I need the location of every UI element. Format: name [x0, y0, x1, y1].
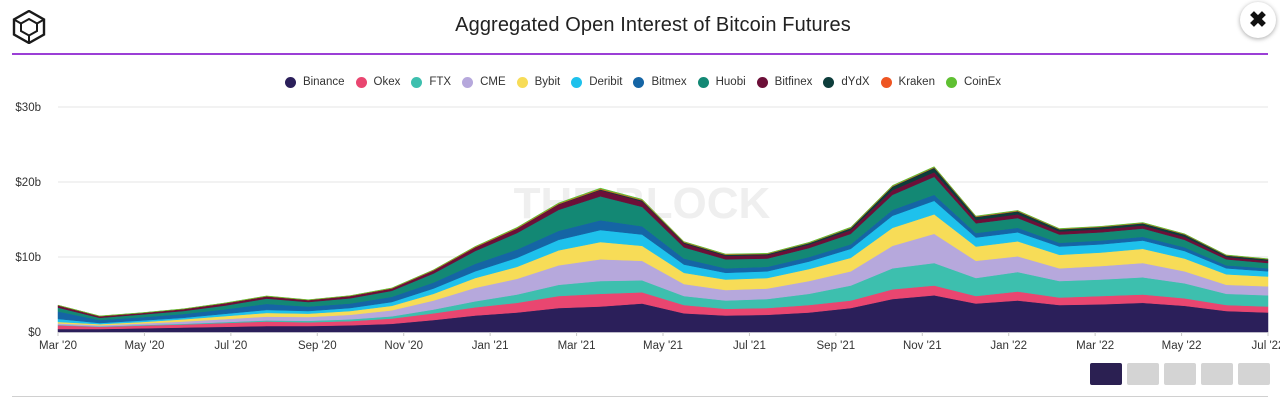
legend-swatch [880, 76, 892, 88]
legend-label: Binance [302, 76, 345, 88]
x-tick-label: May '20 [124, 340, 164, 352]
legend-label: CME [480, 76, 506, 88]
legend-item-cme[interactable]: CME [462, 76, 506, 88]
the-block-logo-icon [12, 10, 46, 44]
legend-item-binance[interactable]: Binance [284, 76, 345, 88]
chart-legend: Binance Okex FTX CME Bybit Deribit Bitmex Huobi… [0, 72, 1280, 92]
x-tick-label: Jul '22 [1252, 340, 1280, 352]
y-tick-label: $0 [28, 327, 41, 339]
x-tick-label: May '22 [1162, 340, 1202, 352]
legend-swatch [633, 76, 645, 88]
x-tick-label: Sep '20 [298, 340, 337, 352]
x-tick-label: Jan '22 [990, 340, 1027, 352]
legend-label: Bybit [534, 76, 561, 88]
legend-swatch [284, 76, 296, 88]
legend-label: CoinEx [963, 76, 1002, 88]
legend-label: Deribit [589, 76, 623, 88]
legend-swatch [462, 76, 474, 88]
legend-swatch [823, 76, 835, 88]
legend-swatch [945, 76, 957, 88]
x-tick-label: Mar '21 [558, 340, 596, 352]
range-button-5[interactable] [1238, 363, 1270, 385]
legend-label: FTX [429, 76, 452, 88]
y-tick-label: $10b [15, 252, 41, 264]
x-tick-label: Nov '20 [384, 340, 423, 352]
x-tick-label: Jul '20 [214, 340, 247, 352]
series-area-coinex [57, 166, 1269, 317]
legend-item-kraken[interactable]: Kraken [880, 76, 935, 88]
legend-item-okex[interactable]: Okex [355, 76, 401, 88]
legend-label: dYdX [841, 76, 870, 88]
x-tick-label: Jan '21 [472, 340, 509, 352]
legend-swatch [756, 76, 768, 88]
x-tick-label: May '21 [643, 340, 683, 352]
legend-swatch [697, 76, 709, 88]
legend-item-dydx[interactable]: dYdX [823, 76, 870, 88]
legend-item-huobi[interactable]: Huobi [697, 76, 746, 88]
legend-swatch [355, 76, 367, 88]
legend-swatch [571, 76, 583, 88]
title-divider [12, 53, 1268, 55]
legend-item-ftx[interactable]: FTX [411, 76, 451, 88]
close-button[interactable]: ✖ [1240, 2, 1276, 38]
legend-item-bybit[interactable]: Bybit [516, 76, 561, 88]
range-button-2[interactable] [1127, 363, 1159, 385]
legend-item-deribit[interactable]: Deribit [571, 76, 622, 88]
range-button-4[interactable] [1201, 363, 1233, 385]
y-tick-label: $20b [15, 177, 41, 189]
x-tick-label: Nov '21 [903, 340, 942, 352]
legend-item-bitfinex[interactable]: Bitfinex [756, 76, 813, 88]
legend-label: Bitfinex [774, 76, 813, 88]
legend-item-coinex[interactable]: CoinEx [945, 76, 1002, 88]
legend-swatch [516, 76, 528, 88]
legend-label: Bitmex [651, 76, 687, 88]
legend-label: Okex [373, 76, 401, 88]
bottom-divider [12, 396, 1268, 397]
page-title: Aggregated Open Interest of Bitcoin Futu… [455, 14, 851, 36]
legend-label: Huobi [715, 76, 746, 88]
close-icon: ✖ [1248, 7, 1268, 32]
x-tick-label: Mar '20 [39, 340, 77, 352]
x-tick-label: Sep '21 [817, 340, 856, 352]
legend-swatch [411, 76, 423, 88]
legend-label: Kraken [898, 76, 935, 88]
range-selector [1090, 363, 1270, 385]
y-tick-label: $30b [15, 102, 41, 114]
range-button-1[interactable] [1090, 363, 1122, 385]
legend-item-bitmex[interactable]: Bitmex [633, 76, 687, 88]
x-tick-label: Jul '21 [733, 340, 766, 352]
x-tick-label: Mar '22 [1076, 340, 1114, 352]
range-button-3[interactable] [1164, 363, 1196, 385]
